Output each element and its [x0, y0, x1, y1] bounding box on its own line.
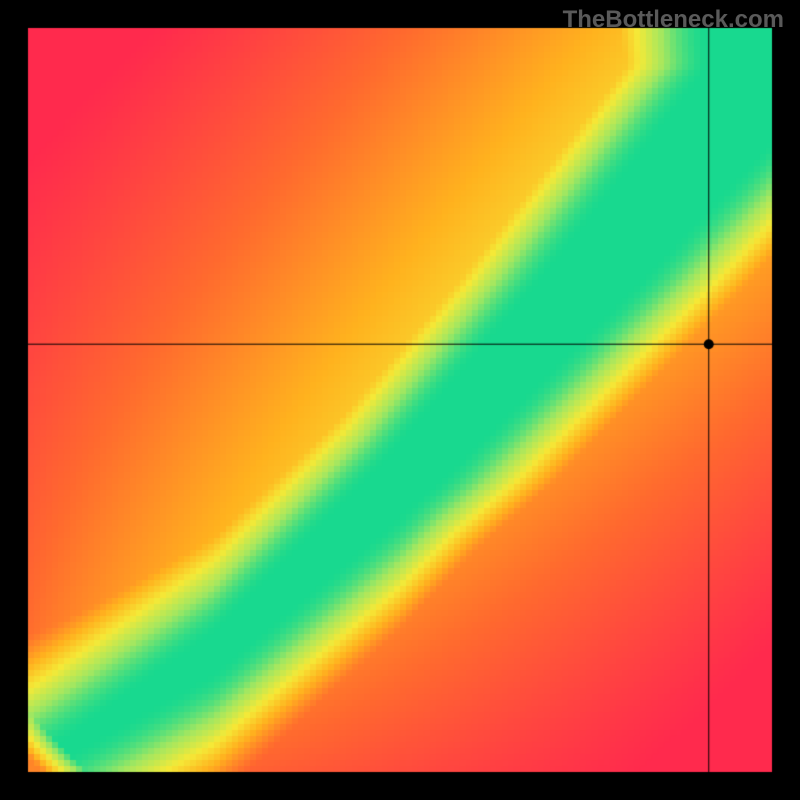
- chart-container: TheBottleneck.com: [0, 0, 800, 800]
- watermark-text: TheBottleneck.com: [563, 6, 784, 34]
- bottleneck-heatmap: [0, 0, 800, 800]
